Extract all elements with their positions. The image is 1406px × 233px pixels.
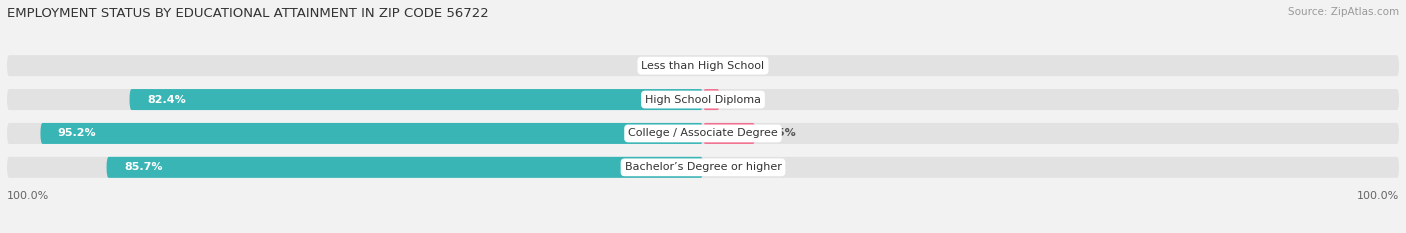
- Text: Less than High School: Less than High School: [641, 61, 765, 71]
- Text: 7.5%: 7.5%: [766, 128, 796, 138]
- FancyBboxPatch shape: [107, 157, 703, 178]
- Text: Source: ZipAtlas.com: Source: ZipAtlas.com: [1288, 7, 1399, 17]
- Text: 82.4%: 82.4%: [146, 95, 186, 105]
- Text: College / Associate Degree: College / Associate Degree: [628, 128, 778, 138]
- Text: 100.0%: 100.0%: [7, 191, 49, 201]
- Text: 85.7%: 85.7%: [124, 162, 163, 172]
- FancyBboxPatch shape: [703, 89, 720, 110]
- FancyBboxPatch shape: [7, 123, 1399, 144]
- Text: EMPLOYMENT STATUS BY EDUCATIONAL ATTAINMENT IN ZIP CODE 56722: EMPLOYMENT STATUS BY EDUCATIONAL ATTAINM…: [7, 7, 489, 20]
- Text: Bachelor’s Degree or higher: Bachelor’s Degree or higher: [624, 162, 782, 172]
- FancyBboxPatch shape: [129, 89, 703, 110]
- Text: 2.4%: 2.4%: [730, 95, 761, 105]
- FancyBboxPatch shape: [703, 123, 755, 144]
- FancyBboxPatch shape: [7, 89, 1399, 110]
- Text: 0.0%: 0.0%: [720, 162, 751, 172]
- FancyBboxPatch shape: [7, 55, 1399, 76]
- Text: High School Diploma: High School Diploma: [645, 95, 761, 105]
- Text: 100.0%: 100.0%: [1357, 191, 1399, 201]
- Text: 95.2%: 95.2%: [58, 128, 97, 138]
- Text: 0.0%: 0.0%: [655, 61, 686, 71]
- FancyBboxPatch shape: [41, 123, 703, 144]
- FancyBboxPatch shape: [7, 157, 1399, 178]
- Text: 0.0%: 0.0%: [720, 61, 751, 71]
